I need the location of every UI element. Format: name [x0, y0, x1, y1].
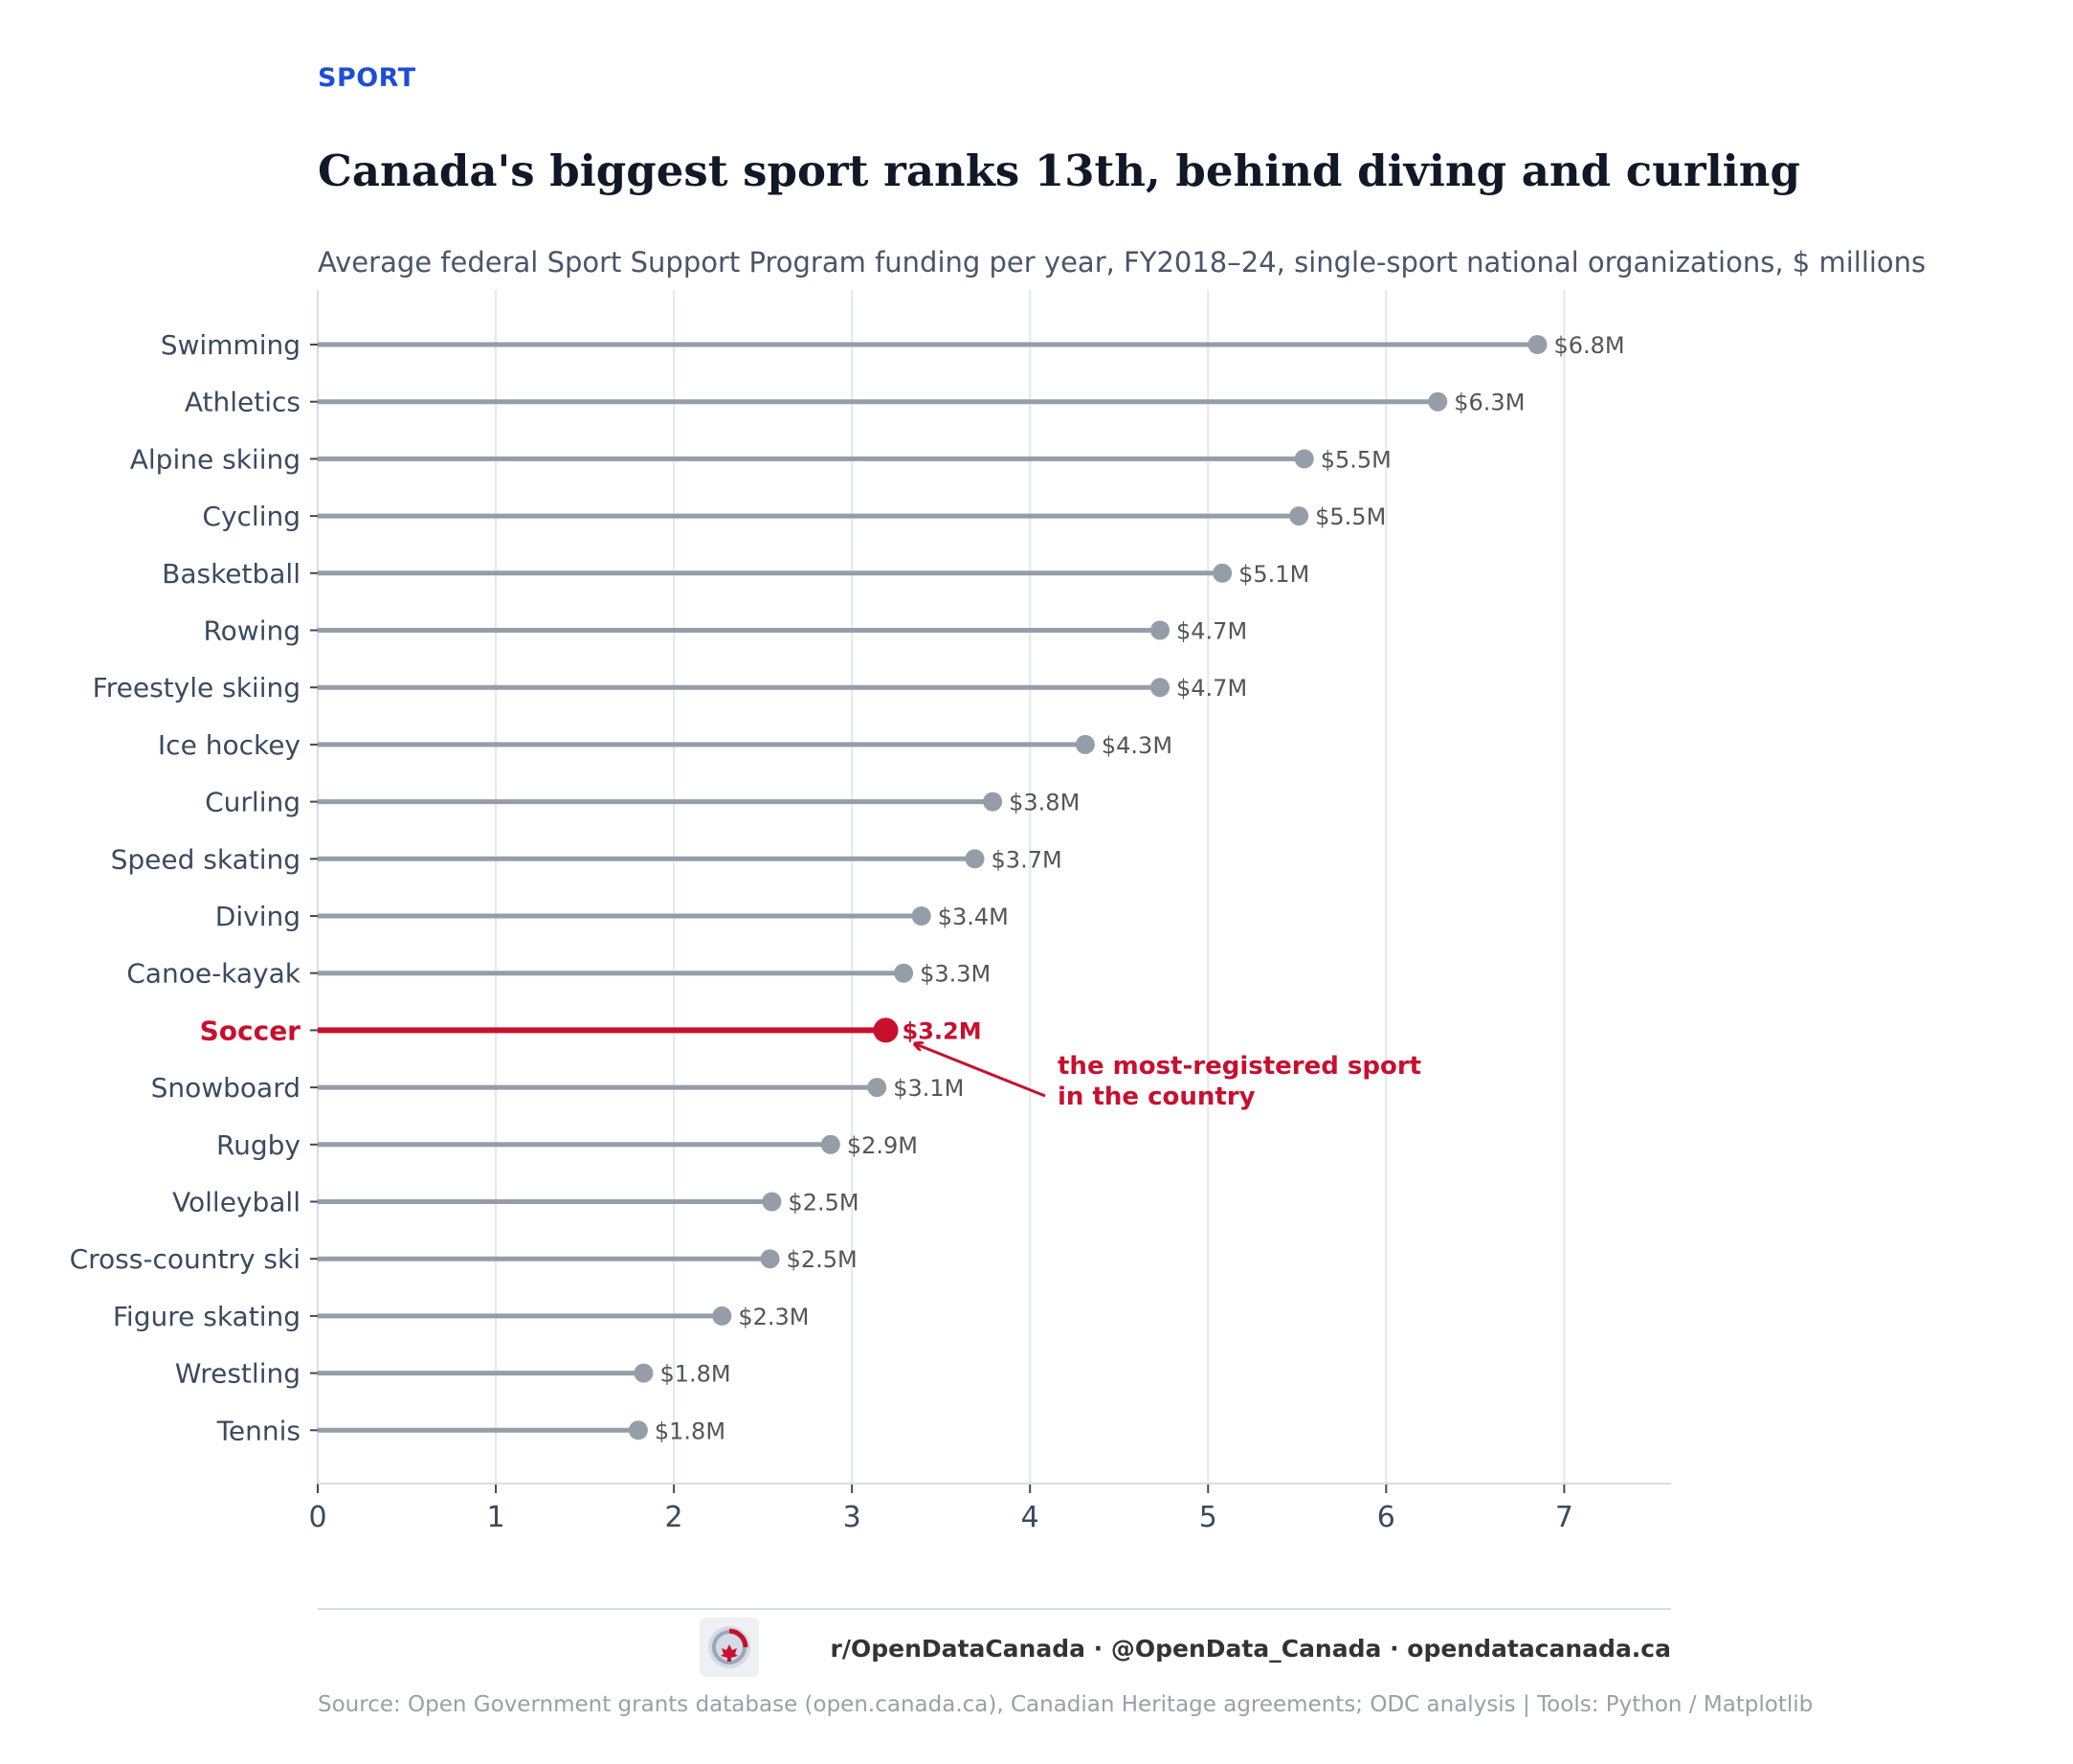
lollipop-dot [634, 1363, 654, 1383]
lollipop-dot [894, 963, 914, 983]
x-tick-label: 0 [308, 1501, 326, 1534]
lollipop-dot [712, 1306, 732, 1326]
value-label: $5.1M [1238, 561, 1309, 588]
value-label: $2.5M [787, 1246, 858, 1273]
lollipop-marks [318, 335, 1548, 1440]
value-label: $6.8M [1553, 332, 1624, 359]
social-links: r/OpenDataCanada · @OpenData_Canada · op… [830, 1635, 1671, 1663]
category-label: Wrestling [175, 1358, 301, 1390]
x-tick-label: 2 [665, 1501, 683, 1534]
value-label: $1.8M [655, 1418, 725, 1444]
source-note: Source: Open Government grants database … [318, 1692, 1814, 1717]
category-label: Rugby [216, 1129, 301, 1161]
annotation-line: the most-registered sport [1058, 1052, 1421, 1081]
category-label: Cross-country ski [70, 1243, 301, 1275]
x-tick-label: 4 [1021, 1501, 1039, 1534]
annotation-text: the most-registered sport in the country [1058, 1052, 1421, 1111]
lollipop-dot [1075, 734, 1095, 754]
x-tick-label: 5 [1199, 1501, 1217, 1534]
x-tick-label: 7 [1555, 1501, 1573, 1534]
category-label: Figure skating [113, 1301, 301, 1332]
category-label: Canoe-kayak [126, 958, 301, 990]
lollipop-dot [1150, 620, 1170, 640]
x-axis: 0 1 2 3 4 5 6 7 [308, 290, 1671, 1534]
value-label: $5.5M [1321, 446, 1392, 473]
value-label: $4.7M [1176, 618, 1247, 645]
x-tick-label: 1 [487, 1501, 505, 1534]
category-label: Volleyball [172, 1187, 301, 1218]
lollipop-dot [873, 1017, 899, 1043]
lollipop-dot [760, 1249, 780, 1269]
category-label: Freestyle skiing [93, 672, 301, 703]
lollipop-dot [1294, 449, 1314, 469]
value-label: $2.3M [738, 1304, 809, 1330]
value-label: $6.3M [1454, 390, 1525, 416]
annotation: the most-registered sport in the country [915, 1043, 1421, 1111]
lollipop-dot [1289, 506, 1309, 526]
category-label: Diving [215, 901, 301, 932]
category-label: Speed skating [111, 843, 301, 875]
value-label: $3.1M [893, 1075, 964, 1102]
lollipop-dot [1150, 678, 1170, 698]
category-label: Basketball [162, 558, 301, 590]
category-label: Curling [205, 787, 301, 818]
brand-logo [700, 1618, 759, 1677]
lollipop-dot [867, 1078, 887, 1098]
category-label: Ice hockey [158, 729, 301, 761]
lollipop-dot [1527, 335, 1548, 354]
value-label: $5.5M [1315, 503, 1386, 530]
value-label: $4.3M [1102, 732, 1172, 759]
value-label: $2.5M [788, 1190, 858, 1217]
lollipop-dot [628, 1420, 648, 1440]
category-label: Swimming [161, 329, 301, 361]
chart-title: Canada's biggest sport ranks 13th, behin… [318, 145, 1800, 196]
category-label: Rowing [203, 615, 301, 647]
category-labels: Swimming $6.8M Athletics $6.3M Alpine skiing… [70, 329, 1625, 1446]
value-label: $2.9M [847, 1132, 918, 1159]
footer-divider [318, 1608, 1671, 1610]
lollipop-dot [965, 849, 985, 869]
lollipop-dot [1428, 391, 1448, 412]
value-label: $3.4M [938, 904, 1009, 930]
category-label: Alpine skiing [130, 443, 301, 475]
x-tick-label: 3 [843, 1501, 861, 1534]
lollipop-dot [1213, 563, 1233, 583]
category-label: Athletics [185, 387, 301, 418]
gridlines [495, 290, 1566, 1484]
value-label: $3.3M [920, 961, 991, 988]
lollipop-dot [762, 1192, 782, 1212]
value-label: $3.7M [992, 846, 1062, 873]
section-kicker: SPORT [318, 63, 416, 93]
maple-leaf-logo-icon [708, 1626, 750, 1668]
value-label: $1.8M [659, 1361, 730, 1388]
category-label: Soccer [200, 1015, 301, 1046]
x-tick-label: 6 [1377, 1501, 1395, 1534]
lollipop-dot [983, 792, 1003, 812]
annotation-line: in the country [1058, 1083, 1256, 1111]
lollipop-dot [820, 1134, 840, 1154]
value-label: $3.2M [903, 1017, 982, 1044]
annotation-arrow [915, 1043, 1046, 1098]
value-label: $4.7M [1176, 675, 1247, 702]
lollipop-dot [911, 906, 931, 926]
category-label: Cycling [202, 501, 301, 532]
value-label: $3.8M [1009, 790, 1080, 816]
chart-subtitle: Average federal Sport Support Program fu… [318, 246, 1927, 279]
category-label: Tennis [216, 1415, 301, 1446]
category-label: Snowboard [151, 1072, 301, 1104]
